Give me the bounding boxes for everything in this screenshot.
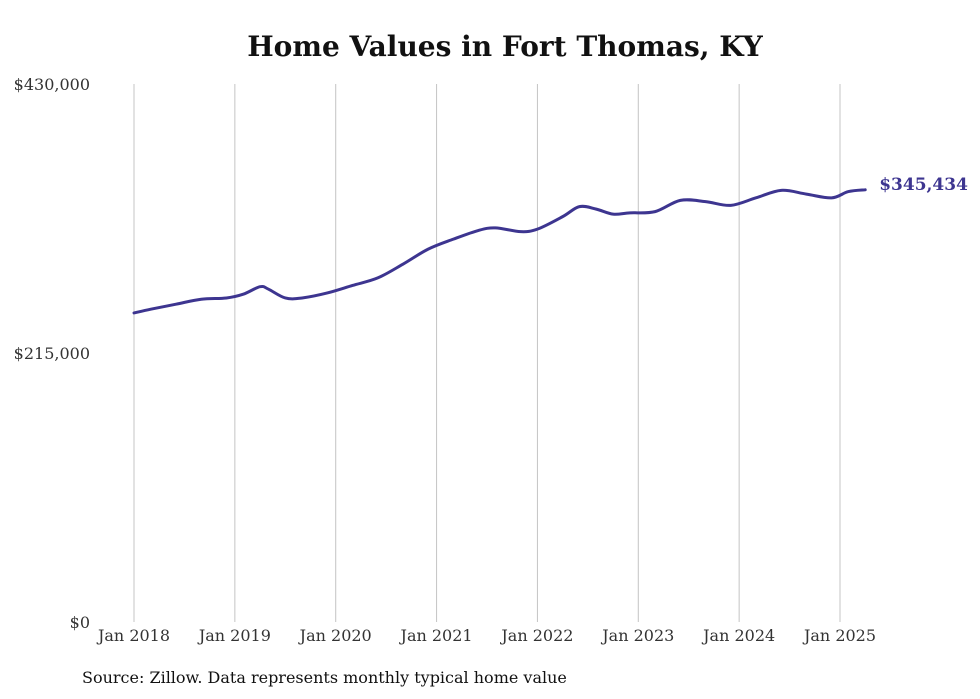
chart-title: Home Values in Fort Thomas, KY <box>247 30 763 63</box>
x-tick-label: Jan 2022 <box>499 626 573 645</box>
series-line <box>132 188 867 315</box>
source-note: Source: Zillow. Data represents monthly … <box>82 668 567 687</box>
x-tick-label: Jan 2024 <box>701 626 775 645</box>
end-value-label: $345,434 <box>879 175 968 195</box>
x-axis-ticks: Jan 2018 Jan 2019 Jan 2020 Jan 2021 Jan 2022… <box>96 626 876 645</box>
y-tick-label: $430,000 <box>14 75 90 94</box>
x-tick-label: Jan 2018 <box>96 626 170 645</box>
y-tick-label: $0 <box>70 613 90 632</box>
y-tick-label: $215,000 <box>14 344 90 363</box>
x-tick-label: Jan 2025 <box>802 626 876 645</box>
x-tick-label: Jan 2020 <box>298 626 372 645</box>
x-tick-label: Jan 2019 <box>197 626 271 645</box>
gridlines <box>133 84 841 622</box>
series-layer: $345,434 <box>132 175 968 315</box>
x-tick-label: Jan 2021 <box>399 626 473 645</box>
x-tick-label: Jan 2023 <box>600 626 674 645</box>
y-axis-ticks: $0 $215,000 $430,000 <box>14 75 90 632</box>
